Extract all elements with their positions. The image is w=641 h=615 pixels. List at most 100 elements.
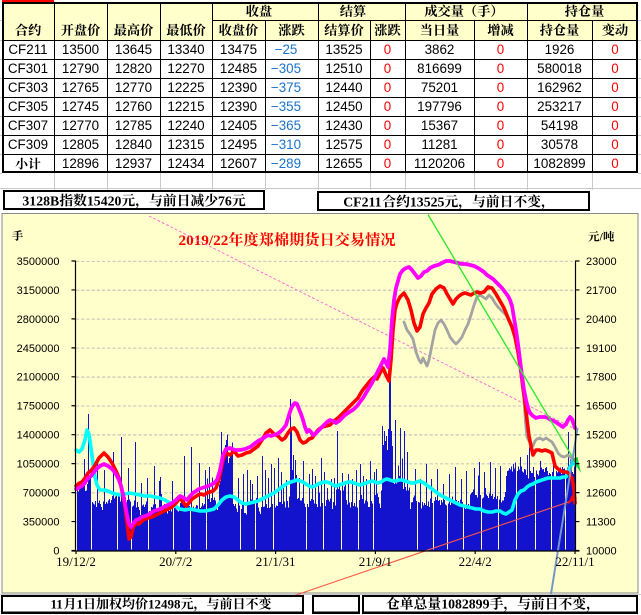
svg-text:13525: 13525 [410, 194, 445, 209]
svg-text:0: 0 [384, 99, 391, 114]
svg-text:CF301: CF301 [8, 61, 48, 76]
svg-text:19/12/2: 19/12/2 [56, 554, 96, 569]
svg-text:0: 0 [611, 118, 618, 133]
svg-text:1050000: 1050000 [17, 459, 60, 471]
svg-text:11300: 11300 [586, 516, 616, 528]
svg-text:0: 0 [611, 42, 618, 57]
svg-text:816699: 816699 [417, 61, 462, 76]
svg-text:2019/22: 2019/22 [179, 232, 229, 249]
svg-text:12575: 12575 [325, 137, 362, 152]
svg-text:−365: −365 [271, 118, 301, 133]
svg-text:12745: 12745 [62, 99, 99, 114]
svg-text:12270: 12270 [167, 61, 204, 76]
svg-text:−25: −25 [275, 42, 298, 57]
svg-text:1120206: 1120206 [414, 156, 465, 171]
svg-text:0: 0 [497, 137, 504, 152]
svg-text:12315: 12315 [167, 137, 204, 152]
svg-text:0: 0 [384, 61, 391, 76]
svg-text:350000: 350000 [23, 516, 60, 528]
svg-text:0: 0 [497, 118, 504, 133]
svg-text:0: 0 [611, 80, 618, 95]
svg-text:162962: 162962 [537, 80, 582, 95]
svg-text:0: 0 [611, 61, 618, 76]
svg-text:1400000: 1400000 [17, 430, 60, 442]
svg-text:2100000: 2100000 [17, 372, 60, 384]
svg-text:12655: 12655 [325, 156, 362, 171]
svg-text:/: / [599, 232, 604, 244]
svg-text:13475: 13475 [220, 42, 257, 57]
svg-text:12760: 12760 [115, 99, 152, 114]
svg-text:−289: −289 [271, 156, 301, 171]
svg-text:CF211: CF211 [8, 42, 47, 57]
svg-text:12937: 12937 [115, 156, 152, 171]
svg-text:CF303: CF303 [8, 80, 48, 95]
svg-text:12770: 12770 [115, 80, 152, 95]
svg-text:2450000: 2450000 [17, 343, 60, 355]
svg-text:17800: 17800 [586, 372, 617, 384]
svg-text:0: 0 [384, 156, 391, 171]
svg-text:12805: 12805 [62, 137, 99, 152]
svg-text:21/9/1: 21/9/1 [359, 554, 392, 569]
svg-text:0: 0 [497, 99, 504, 114]
svg-text:15367: 15367 [421, 118, 458, 133]
svg-text:16500: 16500 [586, 401, 617, 413]
svg-text:21/1/31: 21/1/31 [256, 554, 296, 569]
svg-text:30578: 30578 [541, 137, 578, 152]
svg-text:23000: 23000 [586, 256, 617, 268]
svg-text:15200: 15200 [586, 430, 617, 442]
svg-text:13645: 13645 [115, 42, 152, 57]
svg-text:12770: 12770 [62, 118, 99, 133]
svg-text:12430: 12430 [325, 118, 362, 133]
svg-text:CF211: CF211 [343, 194, 381, 209]
svg-text:0: 0 [497, 42, 504, 57]
svg-text:12790: 12790 [62, 61, 99, 76]
svg-text:0: 0 [611, 156, 618, 171]
svg-text:2800000: 2800000 [17, 314, 60, 326]
svg-text:580018: 580018 [537, 61, 582, 76]
svg-text:0: 0 [384, 137, 391, 152]
svg-text:3862: 3862 [425, 42, 455, 57]
svg-text:13900: 13900 [586, 459, 617, 471]
svg-text:11: 11 [51, 596, 63, 611]
svg-text:20400: 20400 [586, 314, 617, 326]
svg-text:0: 0 [611, 137, 618, 152]
svg-text:75201: 75201 [421, 80, 458, 95]
svg-text:CF309: CF309 [8, 137, 48, 152]
svg-text:12390: 12390 [220, 80, 257, 95]
svg-text:12450: 12450 [325, 99, 362, 114]
svg-text:0: 0 [53, 545, 59, 557]
svg-text:19100: 19100 [586, 343, 617, 355]
svg-text:12785: 12785 [115, 118, 152, 133]
svg-text:12434: 12434 [167, 156, 205, 171]
svg-text:12215: 12215 [167, 99, 204, 114]
svg-text:−375: −375 [271, 80, 301, 95]
svg-text:12510: 12510 [325, 61, 362, 76]
svg-text:3500000: 3500000 [17, 256, 60, 268]
svg-text:−310: −310 [271, 137, 301, 152]
svg-text:12485: 12485 [220, 61, 257, 76]
svg-text:13525: 13525 [325, 42, 362, 57]
svg-text:0: 0 [384, 42, 391, 57]
svg-text:54198: 54198 [541, 118, 578, 133]
svg-text:12896: 12896 [62, 156, 99, 171]
svg-text:CF305: CF305 [8, 99, 48, 114]
svg-text:1082899: 1082899 [441, 597, 489, 612]
svg-text:21700: 21700 [586, 285, 617, 297]
svg-text:20/7/2: 20/7/2 [159, 554, 192, 569]
svg-text:10000: 10000 [586, 545, 617, 557]
svg-text:−355: −355 [271, 99, 301, 114]
svg-text:12440: 12440 [325, 80, 362, 95]
svg-text:0: 0 [384, 118, 391, 133]
svg-text:700000: 700000 [23, 488, 60, 500]
svg-text:12607: 12607 [220, 156, 257, 171]
svg-text:12498: 12498 [148, 596, 181, 611]
svg-text:1750000: 1750000 [17, 401, 60, 413]
svg-text:0: 0 [497, 156, 504, 171]
svg-text:22/4/2: 22/4/2 [459, 554, 492, 569]
svg-text:12840: 12840 [115, 137, 152, 152]
svg-text:12765: 12765 [62, 80, 99, 95]
svg-text:3150000: 3150000 [17, 285, 60, 297]
svg-text:3128B: 3128B [22, 193, 59, 208]
svg-text:253217: 253217 [537, 99, 582, 114]
svg-text:15420: 15420 [87, 193, 122, 208]
